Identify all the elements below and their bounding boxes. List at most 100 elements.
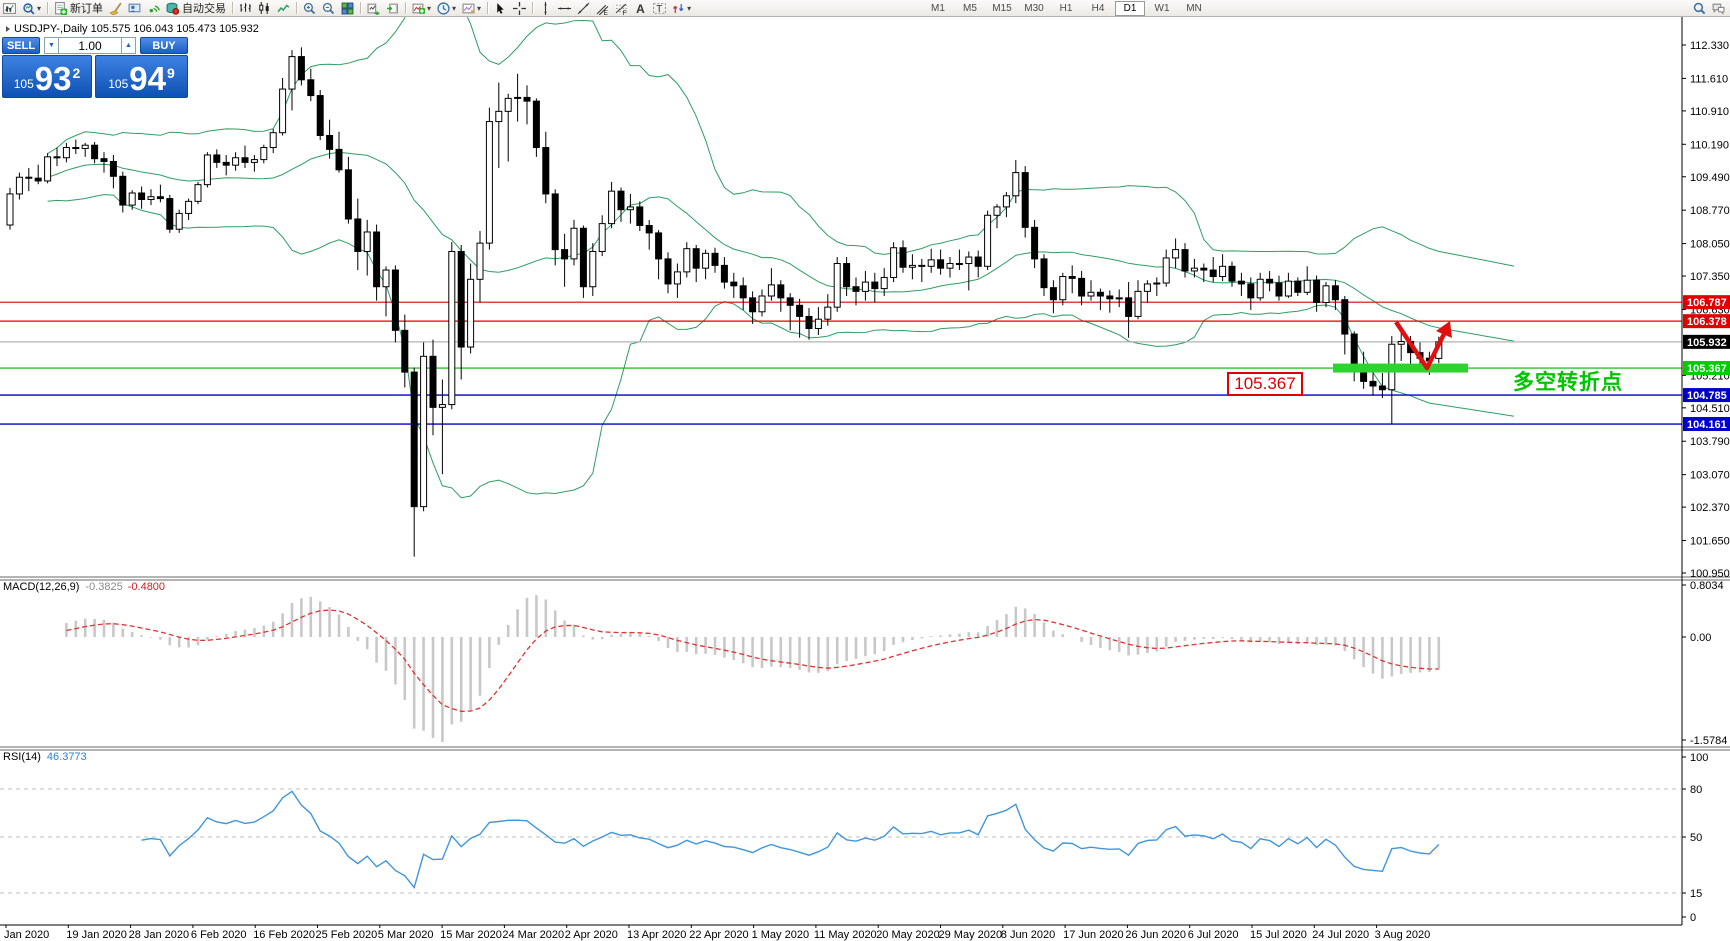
bb-lower: [47, 194, 1515, 499]
svg-text:106.787: 106.787: [1687, 297, 1727, 309]
chart-profiles-button[interactable]: ▾: [19, 1, 44, 15]
time-tick: 20 May 2020: [876, 929, 940, 941]
toolbar-separator: [47, 2, 49, 14]
candlestick-mode-button[interactable]: [255, 1, 274, 15]
indicators-list-caret-icon[interactable]: ▾: [427, 3, 432, 13]
buy-price-button[interactable]: 105 94 9: [95, 55, 188, 98]
crosshair-mode-button[interactable]: [510, 1, 529, 15]
horizontal-line-tool-button[interactable]: [555, 1, 574, 15]
text-label-tool-button[interactable]: T: [650, 1, 669, 15]
arrow-objects-button[interactable]: ▾: [669, 1, 694, 15]
bar-chart-icon: [240, 2, 251, 12]
price-tick: 103.790: [1690, 436, 1730, 448]
line-chart-mode-button[interactable]: [274, 1, 293, 15]
svg-text:105.367: 105.367: [1687, 363, 1727, 375]
timeframe-mn-button[interactable]: MN: [1186, 2, 1202, 14]
timeframe-w1-button[interactable]: W1: [1154, 2, 1170, 14]
templates-button[interactable]: ▾: [459, 1, 484, 15]
zoom-out-button[interactable]: [319, 1, 338, 15]
price-axis[interactable]: 112.330 111.610 110.910 110.190 109.490 108.7…: [1682, 40, 1730, 924]
chart-profiles-caret-icon[interactable]: ▾: [37, 3, 42, 13]
templates-caret-icon[interactable]: ▾: [477, 3, 482, 13]
time-tick: 28 Jan 2020: [129, 929, 190, 941]
price-tick: 100.950: [1690, 568, 1730, 580]
price-tick: 101.650: [1690, 536, 1730, 548]
one-click-trading-panel: SELL ▼ ▲ BUY 105 93 2 105 94 9: [2, 37, 188, 98]
new-order-label: 新订单: [70, 3, 104, 15]
zoom-in-button[interactable]: [300, 1, 319, 15]
timeframe-m1-button[interactable]: M1: [931, 2, 945, 14]
toolbar-separator: [360, 2, 362, 14]
time-tick: 13 Apr 2020: [627, 929, 686, 941]
pivot-price-callout[interactable]: 105.367: [1227, 372, 1303, 396]
chart-shift-button[interactable]: [383, 1, 402, 15]
periods-button[interactable]: ▾: [434, 1, 459, 15]
tile-windows-button[interactable]: [338, 1, 357, 15]
clear-charts-button[interactable]: [106, 1, 125, 15]
rsi-value: 46.3773: [46, 751, 87, 763]
community-chat-button[interactable]: [1709, 1, 1728, 15]
axis-price-label-104.785: 104.785: [1683, 388, 1730, 403]
new-chart-button[interactable]: [0, 1, 19, 15]
timeframe-h1-button[interactable]: H1: [1059, 2, 1073, 14]
arrow-objects-caret-icon[interactable]: ▾: [687, 3, 692, 13]
buy-price-figure: 105: [108, 77, 129, 91]
new-order-icon: [55, 1, 68, 15]
rsi-line: [141, 790, 1440, 889]
price-tick: 108.770: [1690, 205, 1730, 217]
turning-point-annotation[interactable]: 多空转折点: [1513, 371, 1623, 394]
search-button[interactable]: [1690, 1, 1709, 15]
volume-increase-button[interactable]: ▲: [121, 37, 136, 54]
chart-window[interactable]: 112.330 111.610 110.910 110.190 109.490 108.7…: [0, 16, 1730, 941]
rsi-panel[interactable]: [0, 788, 1682, 894]
trend-line-tool-button[interactable]: [574, 1, 593, 15]
time-tick: 6 Feb 2020: [191, 929, 247, 941]
timeframe-h4-button[interactable]: H4: [1091, 2, 1105, 14]
time-tick: 16 Feb 2020: [253, 929, 315, 941]
sell-price-button[interactable]: 105 93 2: [2, 55, 93, 98]
sell-button[interactable]: SELL: [2, 37, 40, 54]
main-price-panel[interactable]: [0, 16, 1682, 557]
time-tick: 1 May 2020: [752, 929, 809, 941]
indicators-list-button[interactable]: ▾: [409, 1, 434, 15]
timeframe-m15-button[interactable]: M15: [992, 2, 1012, 14]
time-tick: 29 May 2020: [939, 929, 1003, 941]
macd-name: MACD(12,26,9): [3, 581, 80, 593]
bb-upper: [47, 16, 1515, 267]
timeframe-m30-button[interactable]: M30: [1024, 2, 1044, 14]
signals-button[interactable]: [144, 1, 163, 15]
auto-trading-button[interactable]: 自动交易: [163, 1, 229, 15]
time-axis[interactable]: Jan 2020 19 Jan 2020 28 Jan 2020 6 Feb 2020…: [4, 925, 1430, 941]
text-tool-button[interactable]: A: [631, 1, 650, 15]
macd-panel[interactable]: [65, 595, 1441, 742]
reversal-arrow[interactable]: [1394, 320, 1452, 371]
timeframe-m5-button[interactable]: M5: [963, 2, 977, 14]
equidistant-channel-tool-button[interactable]: E: [593, 1, 612, 15]
cursor-mode-button[interactable]: [491, 1, 510, 15]
channel-icon: E: [596, 4, 609, 15]
macd-scale-tick: -1.5784: [1690, 735, 1727, 747]
auto-scroll-button[interactable]: [364, 1, 383, 15]
toolbar-separator: [487, 2, 489, 14]
market-watch-button[interactable]: [125, 1, 144, 15]
rsi-name: RSI(14): [3, 751, 41, 763]
bar-chart-mode-button[interactable]: [236, 1, 255, 15]
rsi-scale-tick: 15: [1690, 888, 1702, 900]
svg-text:F: F: [623, 10, 627, 15]
pivot-band[interactable]: [1333, 363, 1468, 373]
trendline-icon: [577, 2, 590, 14]
new-order-button[interactable]: 新订单: [51, 1, 106, 15]
volume-decrease-button[interactable]: ▼: [44, 37, 59, 54]
timeframe-d1-button[interactable]: D1: [1115, 0, 1145, 16]
volume-input[interactable]: [59, 37, 121, 54]
periods-caret-icon[interactable]: ▾: [452, 3, 457, 13]
price-tick: 109.490: [1690, 172, 1730, 184]
time-tick: 22 Apr 2020: [689, 929, 748, 941]
chart-canvas[interactable]: 112.330 111.610 110.910 110.190 109.490 108.7…: [0, 16, 1730, 941]
rsi-label: RSI(14) 46.3773: [3, 751, 87, 763]
buy-button[interactable]: BUY: [140, 37, 188, 54]
time-tick: 15 Jul 2020: [1250, 929, 1307, 941]
vertical-line-tool-button[interactable]: [536, 1, 555, 15]
fibonacci-tool-button[interactable]: F: [612, 1, 631, 15]
